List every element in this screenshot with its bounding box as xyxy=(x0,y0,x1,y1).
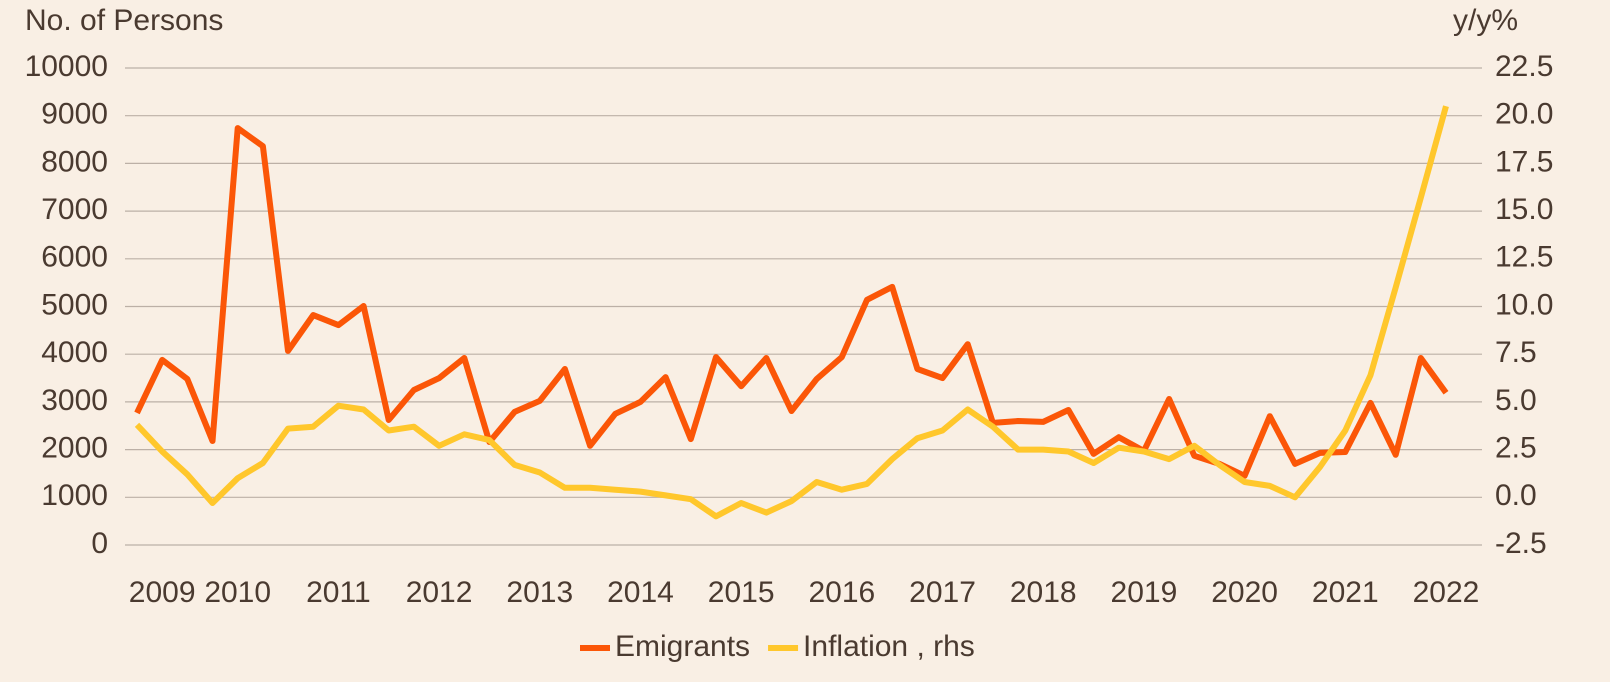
y2-axis-title: y/y% xyxy=(1453,4,1518,37)
y-tick-label: 8000 xyxy=(41,145,108,178)
y-tick-label: 4000 xyxy=(41,336,108,369)
y-tick-label: 7000 xyxy=(41,193,108,226)
x-tick-label: 2019 xyxy=(1111,576,1178,609)
y2-tick-label: 0.0 xyxy=(1495,479,1537,512)
x-tick-label: 2015 xyxy=(708,576,775,609)
x-tick-label: 2020 xyxy=(1211,576,1278,609)
y2-tick-label: 17.5 xyxy=(1495,145,1553,178)
y-tick-label: 3000 xyxy=(41,384,108,417)
y2-tick-label: 2.5 xyxy=(1495,432,1537,465)
y2-tick-label: 10.0 xyxy=(1495,288,1553,321)
line-series xyxy=(134,105,1449,520)
y2-tick-label: 7.5 xyxy=(1495,336,1537,369)
x-tick-label: 2013 xyxy=(506,576,573,609)
x-tick-label: 2018 xyxy=(1010,576,1077,609)
x-tick-label: 2021 xyxy=(1312,576,1379,609)
y-tick-label: 0 xyxy=(91,527,108,560)
y2-tick-label: -2.5 xyxy=(1495,527,1547,560)
y2-tick-label: 20.0 xyxy=(1495,98,1553,131)
x-tick-label: 2014 xyxy=(607,576,674,609)
legend-label: Inflation , rhs xyxy=(803,630,975,663)
y-axis-title: No. of Persons xyxy=(25,4,223,37)
x-tick-label: 2011 xyxy=(306,576,371,609)
y-tick-label: 6000 xyxy=(41,241,108,274)
y2-tick-label: 5.0 xyxy=(1495,384,1537,417)
x-tick-label: 2017 xyxy=(909,576,976,609)
y-tick-label: 1000 xyxy=(41,479,108,512)
y-tick-label: 10000 xyxy=(25,50,108,83)
x-tick-label: 2016 xyxy=(808,576,875,609)
y2-tick-label: 12.5 xyxy=(1495,241,1553,274)
y-tick-label: 5000 xyxy=(41,288,108,321)
x-tick-label: 2010 xyxy=(204,576,271,609)
y2-tick-label: 15.0 xyxy=(1495,193,1553,226)
x-tick-label: 2009 xyxy=(129,576,196,609)
legend-label: Emigrants xyxy=(615,630,750,663)
x-tick-label: 2012 xyxy=(406,576,473,609)
y2-tick-label: 22.5 xyxy=(1495,50,1553,83)
y-tick-label: 9000 xyxy=(41,98,108,131)
y-tick-label: 2000 xyxy=(41,432,108,465)
x-tick-label: 2022 xyxy=(1413,576,1480,609)
line-series xyxy=(134,125,1449,479)
